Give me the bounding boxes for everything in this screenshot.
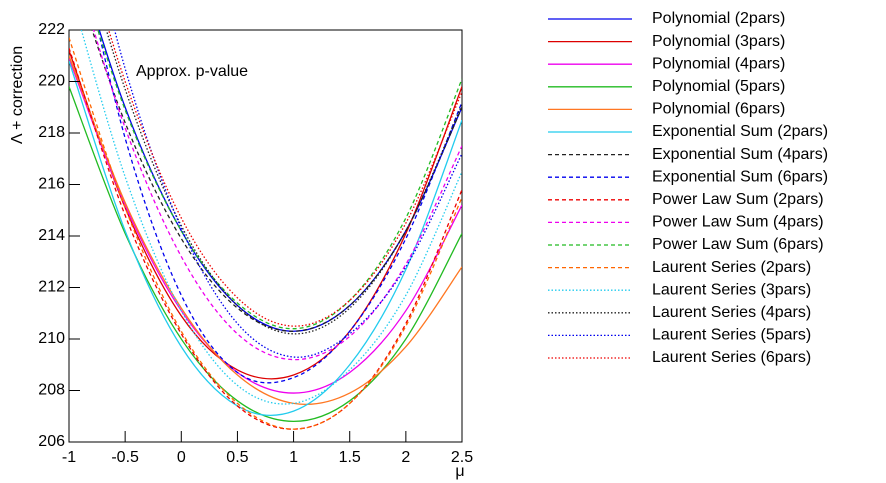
legend-label: Laurent Series (4pars) (652, 304, 811, 321)
x-axis-label: μ (455, 463, 464, 480)
legend-label: Exponential Sum (6pars) (652, 168, 828, 185)
y-tick-label: 222 (38, 21, 65, 38)
series-line (92, 30, 462, 361)
legend-label: Laurent Series (3pars) (652, 281, 811, 298)
y-tick-label: 206 (38, 433, 65, 450)
y-tick-label: 220 (38, 73, 65, 90)
x-tick-label: 0.5 (226, 449, 248, 466)
legend-label: Polynomial (6pars) (652, 101, 785, 118)
series-line (107, 30, 462, 327)
y-tick-label: 212 (38, 279, 65, 296)
series-line (69, 86, 462, 423)
legend-label: Polynomial (5pars) (652, 78, 785, 95)
series-line (69, 58, 462, 394)
legend-label: Exponential Sum (4pars) (652, 146, 828, 163)
annotation: Approx. p-value (136, 63, 248, 80)
legend-label: Power Law Sum (2pars) (652, 191, 824, 208)
y-tick-label: 208 (38, 382, 65, 399)
x-tick-label: -0.5 (111, 449, 139, 466)
series-line (97, 30, 462, 384)
y-tick-label: 218 (38, 124, 65, 141)
y-axis-label: Λ + correction (9, 46, 26, 144)
series-line (105, 30, 462, 335)
series-line (113, 30, 462, 358)
series-line (80, 30, 462, 405)
legend-label: Laurent Series (6pars) (652, 349, 811, 366)
x-tick-label: 0 (177, 449, 186, 466)
series-line (69, 60, 462, 416)
legend-label: Polynomial (2pars) (652, 10, 785, 27)
x-tick-label: 2.5 (451, 449, 473, 466)
legend-label: Exponential Sum (2pars) (652, 123, 828, 140)
series-line (69, 37, 462, 430)
series-line (69, 55, 462, 406)
y-tick-label: 216 (38, 176, 65, 193)
legend-label: Laurent Series (2pars) (652, 259, 811, 276)
legend-label: Polynomial (3pars) (652, 33, 785, 50)
legend-label: Laurent Series (5pars) (652, 327, 811, 344)
series-line (91, 30, 462, 332)
y-tick-label: 214 (38, 227, 65, 244)
curves (69, 30, 462, 430)
y-tick-label: 210 (38, 330, 65, 347)
legend-label: Polynomial (4pars) (652, 55, 785, 72)
x-tick-label: 2 (401, 449, 410, 466)
x-tick-label: 1.5 (339, 449, 361, 466)
series-line (69, 47, 462, 430)
legend-label: Power Law Sum (6pars) (652, 236, 824, 253)
series-line (97, 30, 462, 330)
x-tick-label: -1 (62, 449, 76, 466)
legend-label: Power Law Sum (4pars) (652, 214, 824, 231)
x-tick-label: 1 (289, 449, 298, 466)
series-line (98, 30, 462, 332)
